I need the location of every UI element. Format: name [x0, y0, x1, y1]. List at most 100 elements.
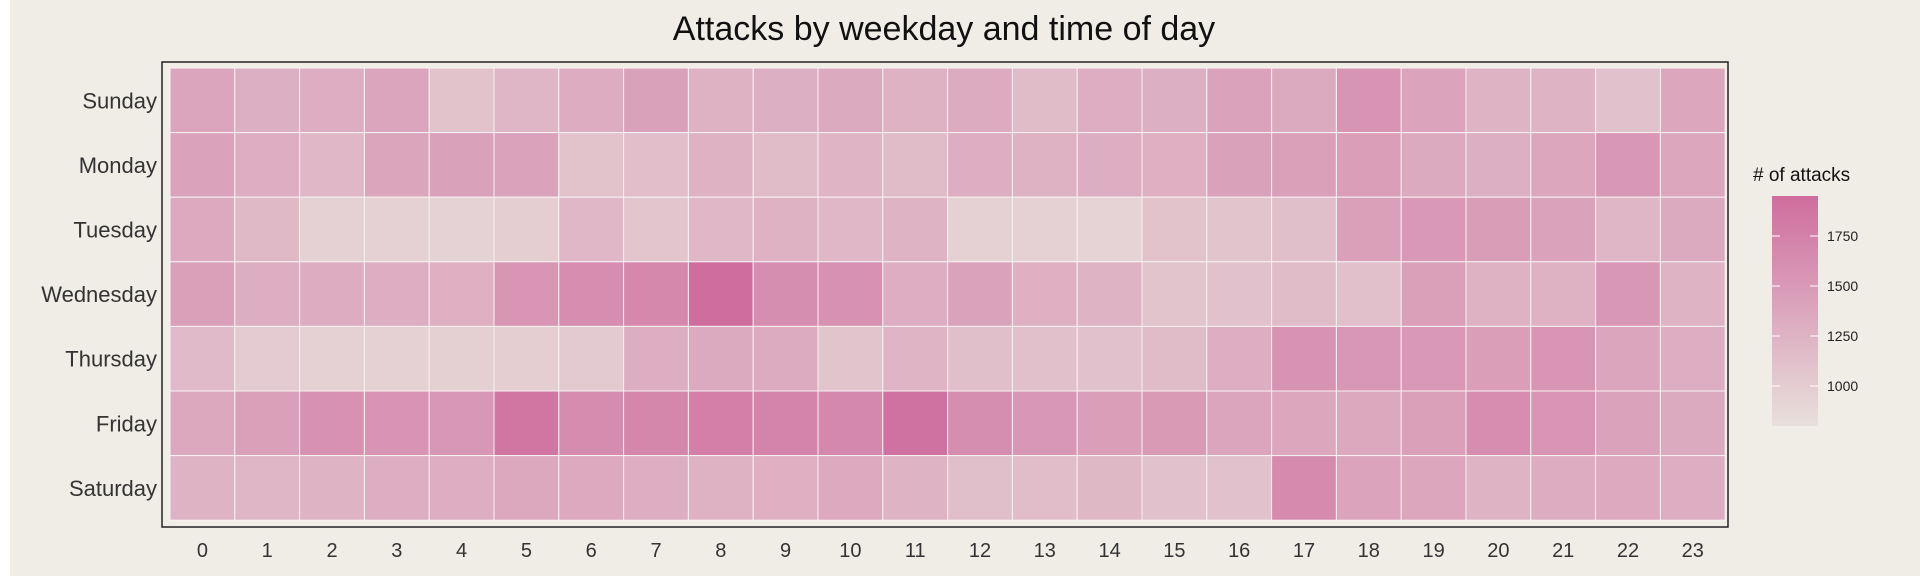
heatmap-cell — [558, 325, 625, 392]
heatmap-cell — [169, 67, 236, 134]
x-tick-label: 13 — [1034, 540, 1056, 562]
heatmap-cell — [623, 455, 689, 521]
heatmap-cell — [1271, 455, 1337, 521]
heatmap-cell — [1530, 196, 1597, 263]
heatmap-cell — [752, 261, 819, 327]
heatmap-cell — [1465, 455, 1532, 521]
legend-ticks: 1000 1250 1500 1750 — [1772, 228, 1858, 394]
heatmap-cell — [752, 455, 819, 521]
x-tick-label: 0 — [197, 540, 208, 562]
heatmap-cell — [1271, 325, 1337, 392]
heatmap-cell — [687, 455, 754, 521]
heatmap-cell — [558, 67, 625, 134]
heatmap-cell — [1141, 196, 1208, 263]
plot-border — [161, 61, 1729, 528]
heatmap-cell — [1659, 67, 1726, 134]
chart-panel: Attacks by weekday and time of day Sunda… — [10, 0, 1920, 576]
heatmap-cell — [558, 132, 625, 198]
x-tick-label: 16 — [1228, 540, 1250, 562]
y-tick-label: Saturday — [69, 476, 157, 501]
heatmap-cell — [1400, 196, 1467, 263]
heatmap-cell — [299, 261, 365, 327]
heatmap-cell — [1595, 261, 1661, 327]
heatmap-cell — [493, 132, 560, 198]
heatmap-cell — [752, 390, 819, 457]
heatmap-cell — [947, 390, 1013, 457]
heatmap-cell — [1595, 132, 1661, 198]
heatmap-cell — [1141, 132, 1208, 198]
heatmap-cell — [1465, 390, 1532, 457]
heatmap-cell — [882, 325, 949, 392]
heatmap-cell — [1595, 196, 1661, 263]
x-tick-label: 11 — [905, 540, 926, 562]
heatmap-cell — [947, 325, 1013, 392]
x-tick-label: 1 — [262, 540, 273, 562]
heatmap-cell — [558, 261, 625, 327]
x-tick-label: 20 — [1487, 540, 1509, 562]
heatmap-cell — [1400, 67, 1467, 134]
heatmap-cell — [623, 390, 689, 457]
heatmap-cell — [169, 132, 236, 198]
heatmap-cell — [428, 261, 495, 327]
heatmap-cell — [687, 67, 754, 134]
heatmap-cell — [234, 196, 301, 263]
heatmap-cell — [363, 325, 430, 392]
heatmap-cell — [493, 390, 560, 457]
heatmap-cell — [817, 390, 884, 457]
heatmap-cell — [1530, 261, 1597, 327]
heatmap-cell — [234, 132, 301, 198]
heatmap-cell — [363, 390, 430, 457]
x-tick-label: 22 — [1617, 540, 1639, 562]
heatmap-cell — [169, 196, 236, 263]
x-tick-label: 12 — [969, 540, 991, 562]
heatmap-cell — [1141, 455, 1208, 521]
heatmap-cell — [169, 325, 236, 392]
heatmap-cell — [752, 67, 819, 134]
heatmap-cell — [1076, 325, 1143, 392]
heatmap-cell — [493, 67, 560, 134]
x-tick-label: 6 — [586, 540, 597, 562]
heatmap-cell — [493, 325, 560, 392]
heatmap-cell — [1465, 325, 1532, 392]
heatmap-cell — [623, 196, 689, 263]
heatmap-cell — [1271, 196, 1337, 263]
heatmap-cell — [947, 132, 1013, 198]
heatmap-cell — [817, 455, 884, 521]
heatmap-cell — [234, 455, 301, 521]
heatmap-cell — [1530, 455, 1597, 521]
heatmap-cell — [1335, 132, 1402, 198]
heatmap-cell — [1335, 455, 1402, 521]
heatmap-cell — [1271, 67, 1337, 134]
chart-title: Attacks by weekday and time of day — [673, 10, 1215, 48]
y-tick-label: Tuesday — [73, 218, 157, 243]
heatmap-cell — [558, 455, 625, 521]
heatmap-cell — [1659, 196, 1726, 263]
heatmap-cell — [234, 325, 301, 392]
heatmap-cell — [363, 132, 430, 198]
heatmap-cell — [1335, 325, 1402, 392]
x-tick-label: 3 — [391, 540, 402, 562]
heatmap-cell — [234, 261, 301, 327]
heatmap-cell — [1400, 132, 1467, 198]
legend-colorbar — [1772, 196, 1818, 426]
heatmap-cell — [1141, 67, 1208, 134]
heatmap-cell — [1595, 455, 1661, 521]
heatmap-cell — [1595, 390, 1661, 457]
x-tick-label: 18 — [1358, 540, 1380, 562]
heatmap-cell — [882, 390, 949, 457]
heatmap-cell — [1335, 261, 1402, 327]
legend-tick-label: 1000 — [1827, 378, 1858, 394]
heatmap-cell — [1530, 325, 1597, 392]
heatmap-cell — [1011, 325, 1078, 392]
heatmap-cell — [1011, 132, 1078, 198]
x-tick-label: 15 — [1163, 540, 1185, 562]
color-legend: # of attacks 1000 1250 1500 1750 — [1753, 165, 1858, 426]
heatmap-cell — [1141, 325, 1208, 392]
heatmap-cell — [428, 132, 495, 198]
heatmap-cell — [1206, 261, 1273, 327]
heatmap-chart: Attacks by weekday and time of day Sunda… — [41, 10, 1858, 562]
heatmap-cell — [623, 132, 689, 198]
heatmap-cell — [817, 196, 884, 263]
heatmap-cell — [882, 132, 949, 198]
heatmap-cell — [1271, 261, 1337, 327]
